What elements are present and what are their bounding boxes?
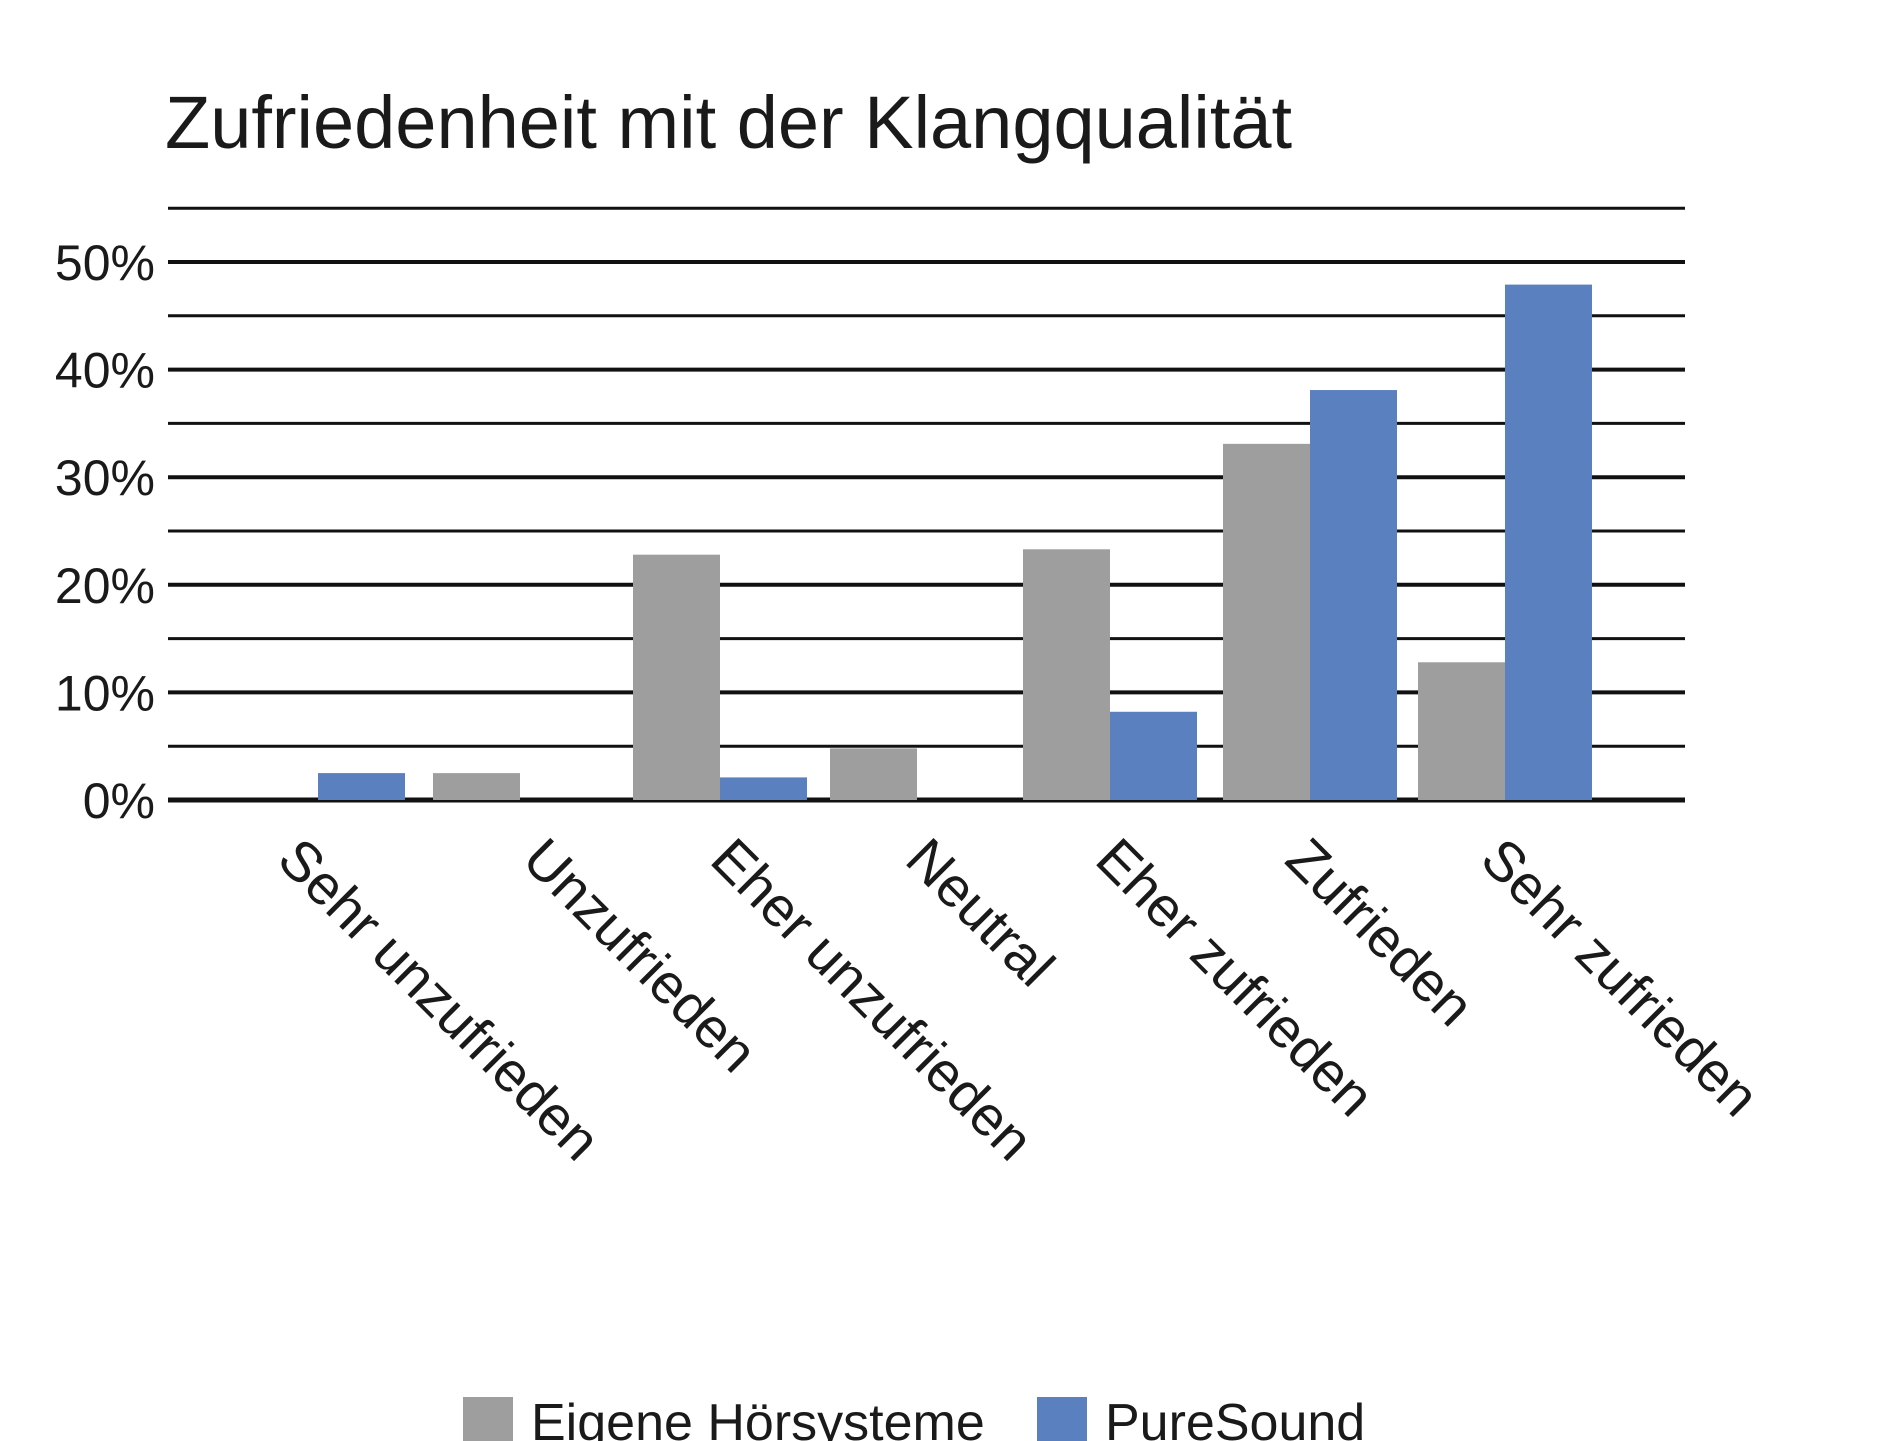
bar-eigene-hoersysteme-5 [1223,443,1310,800]
bar-eigene-hoersysteme-2 [633,554,720,800]
bar-puresound-4 [1110,711,1197,800]
y-tick-label: 0% [83,773,155,829]
legend-swatch [1037,1397,1087,1441]
bars [318,284,1592,800]
legend-swatch [463,1397,513,1441]
grid-lines [168,206,1685,803]
bar-puresound-5 [1310,390,1397,800]
x-category-label: Sehr zufrieden [1470,826,1772,1128]
bar-puresound-2 [720,777,807,800]
bar-eigene-hoersysteme-4 [1023,549,1110,800]
bar-puresound-0 [318,773,405,800]
legend: Eigene Hörsysteme PureSound [463,1394,1365,1441]
legend-label: PureSound [1105,1394,1365,1441]
x-category-label: Neutral [895,826,1067,998]
y-tick-label: 30% [55,450,155,506]
y-tick-label: 40% [55,343,155,399]
y-tick-label: 50% [55,235,155,291]
chart-title: Zufriedenheit mit der Klangqualität [165,81,1293,164]
legend-label: Eigene Hörsysteme [531,1394,985,1441]
x-category-label: Eher unzufrieden [700,826,1046,1172]
y-tick-label: 20% [55,558,155,614]
y-tick-label: 10% [55,665,155,721]
bar-puresound-6 [1505,284,1592,800]
bar-eigene-hoersysteme-1 [433,773,520,800]
y-axis-tick-labels: 0% 10% 20% 30% 40% 50% [55,235,155,829]
bar-eigene-hoersysteme-3 [830,748,917,800]
bar-eigene-hoersysteme-6 [1418,662,1505,800]
